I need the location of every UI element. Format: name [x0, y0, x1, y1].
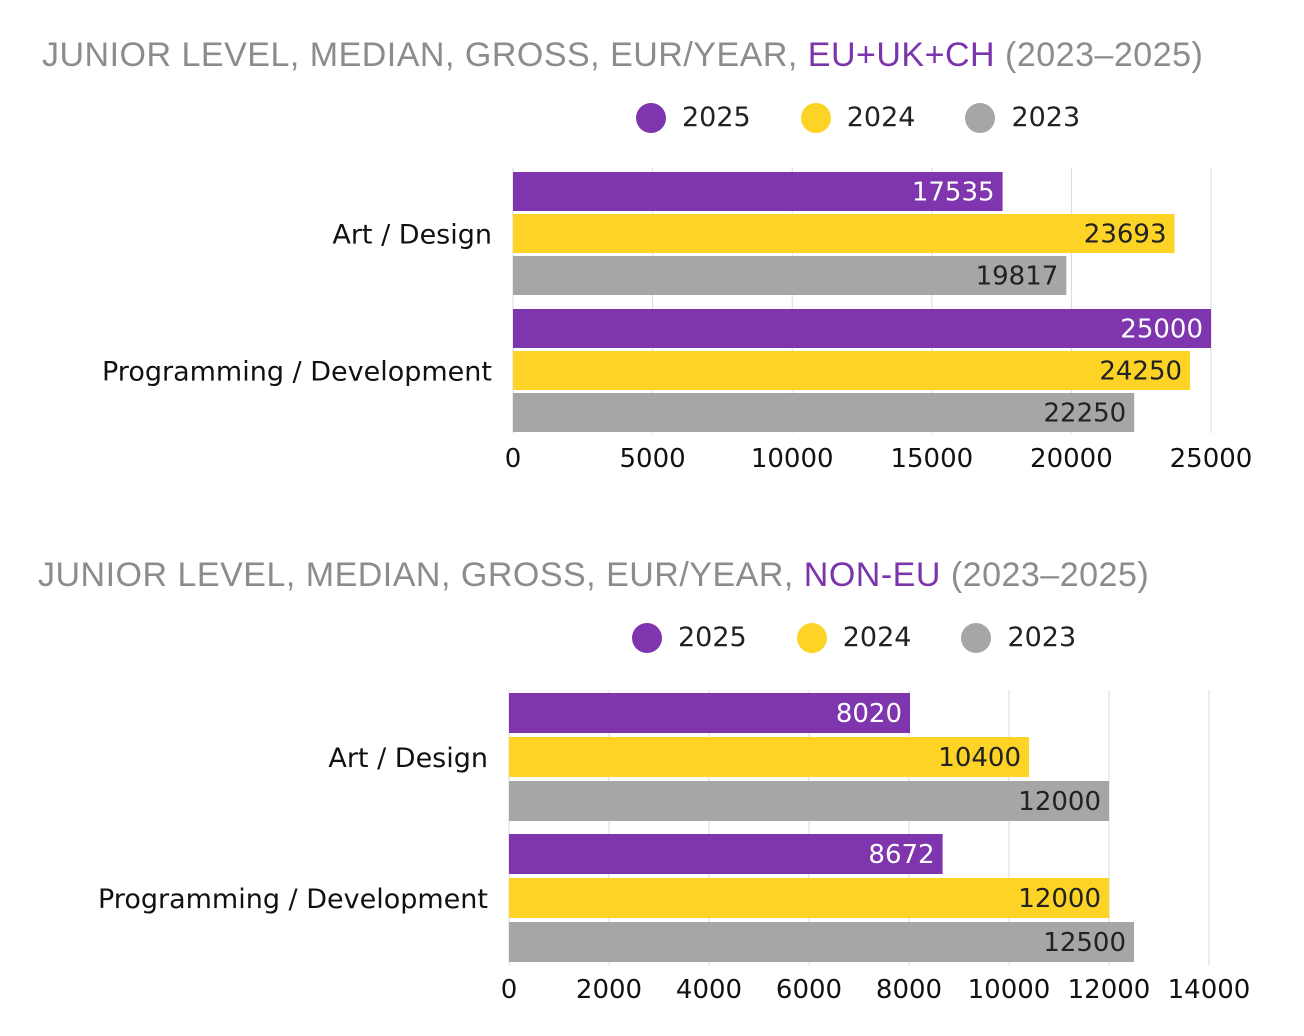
- bar-2024: [509, 878, 1109, 918]
- legend-item-2023: 2023: [961, 622, 1076, 653]
- title-suffix: (2023–2025): [1005, 36, 1204, 74]
- bar-2025: [509, 834, 943, 874]
- legend-label-2025: 2025: [678, 622, 747, 653]
- bar-2025: [513, 172, 1003, 211]
- legend-item-2024: 2024: [796, 622, 912, 653]
- bar-2023: [509, 781, 1109, 821]
- bar-2024: [513, 214, 1175, 253]
- chart-non-eu: JUNIOR LEVEL, MEDIAN, GROSS, EUR/YEAR, N…: [0, 520, 1304, 1036]
- tick-label: 20000: [1030, 444, 1113, 474]
- title-highlight: NON-EU: [803, 556, 941, 594]
- legend-label-2024: 2024: [846, 102, 916, 133]
- title-suffix: (2023–2025): [950, 556, 1150, 594]
- tick-label: 14000: [1168, 975, 1251, 1005]
- legend-swatch-2024: [796, 622, 827, 653]
- tick-label: 6000: [776, 975, 842, 1005]
- title-highlight: EU+UK+CH: [807, 36, 996, 74]
- tick-label: 10000: [968, 975, 1051, 1005]
- data-label-2024: 23693: [1084, 220, 1167, 250]
- category-label: Programming / Development: [98, 884, 488, 915]
- data-label-2023: 22250: [1044, 399, 1127, 429]
- tick-label: 4000: [676, 975, 742, 1005]
- tick-label: 12000: [1068, 975, 1151, 1005]
- legend-item-2025: 2025: [632, 622, 747, 653]
- data-label-2023: 12000: [1018, 787, 1101, 817]
- data-label-2024: 24250: [1099, 357, 1182, 387]
- data-label-2024: 12000: [1018, 884, 1101, 914]
- data-label-2025: 8672: [868, 840, 934, 870]
- legend-label-2025: 2025: [682, 102, 751, 133]
- bar-2025: [509, 693, 910, 733]
- chart-title: JUNIOR LEVEL, MEDIAN, GROSS, EUR/YEAR, N…: [38, 556, 1149, 595]
- tick-label: 5000: [620, 444, 686, 474]
- data-label-2025: 25000: [1120, 315, 1203, 345]
- chart-eu-uk-ch: JUNIOR LEVEL, MEDIAN, GROSS, EUR/YEAR, E…: [0, 0, 1304, 500]
- plot-area: 8020 10400 12000 Art / Design 8672 12000 12500…: [98, 690, 1251, 1005]
- legend-label-2023: 2023: [1011, 102, 1081, 133]
- data-label-2023: 12500: [1043, 928, 1126, 958]
- legend-label-2023: 2023: [1007, 622, 1077, 653]
- data-label-2025: 17535: [912, 178, 995, 208]
- legend-swatch-2023: [961, 622, 992, 653]
- chart-title: JUNIOR LEVEL, MEDIAN, GROSS, EUR/YEAR, E…: [42, 36, 1203, 75]
- legend-swatch-2024: [800, 102, 831, 133]
- tick-label: 10000: [751, 444, 834, 474]
- plot-area: 17535 23693 19817 Art / Design 25000 24250 222…: [102, 168, 1253, 474]
- bar-2024: [513, 351, 1191, 390]
- legend-item-2023: 2023: [965, 102, 1080, 133]
- data-label-2023: 19817: [976, 262, 1059, 292]
- legend: 2025 2024 2023: [636, 102, 1130, 133]
- legend-swatch-2025: [632, 622, 662, 653]
- bar-2023: [509, 922, 1134, 962]
- bar-2024: [509, 737, 1029, 777]
- legend-swatch-2023: [965, 102, 996, 133]
- tick-label: 0: [505, 444, 522, 474]
- data-label-2024: 10400: [938, 743, 1021, 773]
- title-prefix: JUNIOR LEVEL, MEDIAN, GROSS, EUR/YEAR,: [38, 556, 794, 594]
- legend-item-2024: 2024: [800, 102, 916, 133]
- tick-label: 15000: [890, 444, 973, 474]
- category-label: Art / Design: [328, 743, 488, 774]
- legend-swatch-2025: [636, 102, 666, 133]
- tick-label: 0: [501, 975, 518, 1005]
- data-label-2025: 8020: [836, 699, 902, 729]
- title-prefix: JUNIOR LEVEL, MEDIAN, GROSS, EUR/YEAR,: [42, 36, 798, 74]
- bar-2023: [513, 256, 1067, 295]
- tick-label: 2000: [576, 975, 642, 1005]
- tick-label: 8000: [876, 975, 942, 1005]
- category-label: Programming / Development: [102, 357, 492, 388]
- legend-item-2025: 2025: [636, 102, 751, 133]
- bar-2023: [513, 393, 1135, 432]
- legend: 2025 2024 2023: [632, 622, 1126, 653]
- legend-label-2024: 2024: [842, 622, 912, 653]
- category-label: Art / Design: [332, 220, 492, 251]
- bar-2025: [513, 309, 1211, 348]
- tick-label: 25000: [1170, 444, 1253, 474]
